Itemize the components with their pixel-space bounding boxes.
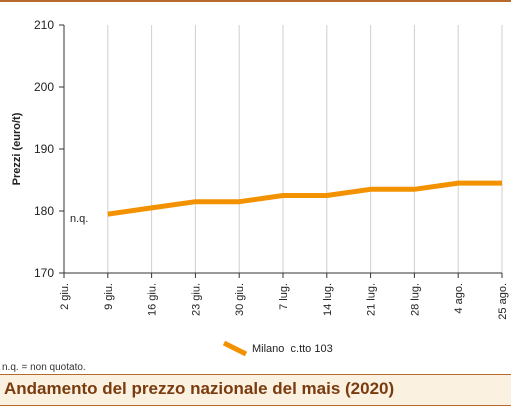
title-bar: Andamento del prezzo nazionale del mais … — [0, 374, 511, 406]
x-tick-label: 16 giu. — [147, 283, 159, 316]
y-axis-label: Prezzi (euro/t) — [11, 112, 23, 185]
y-tick-label: 200 — [34, 80, 54, 94]
footnote: n.q. = non quotato. — [2, 362, 86, 373]
x-tick-label: 4 ago. — [453, 283, 465, 314]
annotation-label: n.q. — [70, 213, 88, 225]
top-rule — [0, 0, 511, 2]
series-line — [107, 180, 502, 217]
y-tick-label: 190 — [34, 142, 54, 156]
x-tick-label: 28 lug. — [409, 283, 421, 316]
legend-swatch — [222, 340, 248, 357]
x-tick-label: 23 giu. — [190, 283, 202, 316]
y-tick-label: 180 — [34, 204, 54, 218]
price-chart: 170 180 190 200 210 Prezzi (euro/t) 2 giu. 9 gi… — [11, 18, 509, 357]
x-tick-label: 14 lug. — [322, 283, 334, 316]
x-tick-label: 25 ago. — [497, 283, 509, 320]
x-tick-label: 7 lug. — [278, 283, 290, 310]
x-tick-label: 9 giu. — [103, 283, 115, 310]
x-tick-label: 21 lug. — [366, 283, 378, 316]
x-tick-label: 2 giu. — [59, 283, 71, 310]
y-tick-label: 170 — [34, 266, 54, 280]
y-tick-label: 210 — [34, 18, 54, 32]
legend-label: Milano c.tto 103 — [252, 343, 333, 355]
x-tick-label: 30 giu. — [234, 283, 246, 316]
chart-title: Andamento del prezzo nazionale del mais … — [4, 379, 395, 398]
